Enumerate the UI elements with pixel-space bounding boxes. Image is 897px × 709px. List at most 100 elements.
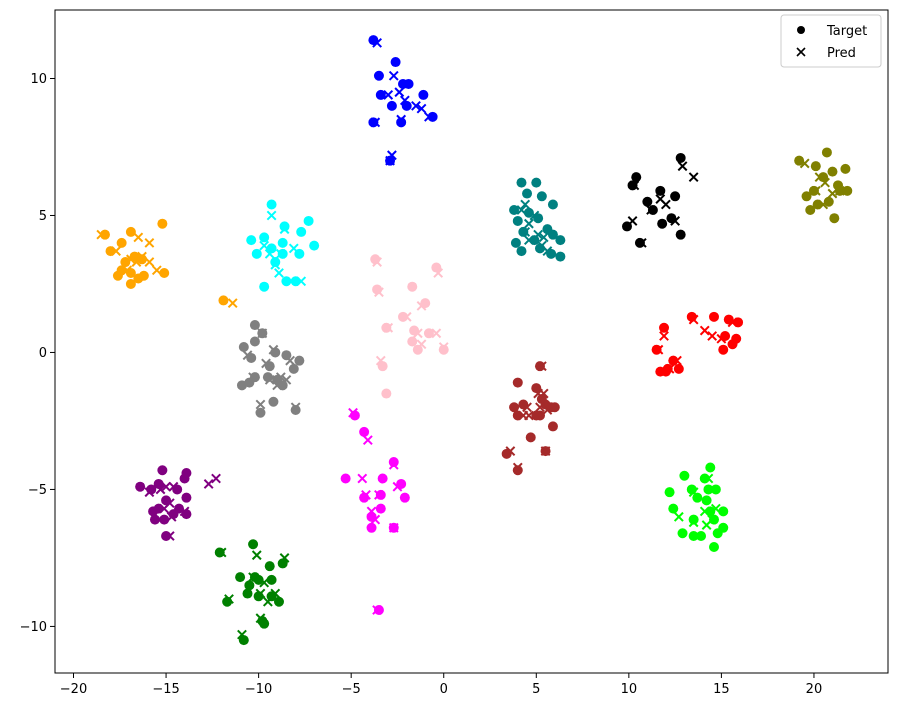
pred-point xyxy=(688,172,699,183)
target-point xyxy=(340,473,351,484)
target-point xyxy=(412,344,423,355)
pred-point xyxy=(653,344,664,355)
target-point xyxy=(821,147,832,158)
pred-point xyxy=(248,372,258,383)
target-point xyxy=(366,522,377,533)
target-point xyxy=(655,185,666,196)
pred-point xyxy=(370,514,381,525)
target-point xyxy=(705,462,716,473)
pred-point xyxy=(248,572,258,583)
pred-point xyxy=(536,361,547,372)
target-point xyxy=(375,489,386,500)
pred-point xyxy=(399,95,410,106)
series-11 xyxy=(340,407,410,615)
pred-point xyxy=(261,358,271,369)
target-point xyxy=(359,426,370,437)
pred-point xyxy=(288,243,299,254)
pred-point xyxy=(664,363,675,374)
pred-point xyxy=(255,588,266,599)
target-point xyxy=(259,232,270,243)
pred-point xyxy=(375,355,386,366)
target-point xyxy=(555,235,566,246)
pred-point xyxy=(699,506,710,517)
target-point xyxy=(157,465,168,476)
target-point xyxy=(368,117,379,128)
series-0 xyxy=(368,35,438,166)
series-5 xyxy=(246,199,320,292)
pred-point xyxy=(164,531,175,541)
target-point xyxy=(510,237,521,248)
pred-point xyxy=(438,342,449,352)
target-point xyxy=(675,229,686,240)
series-8 xyxy=(236,320,305,418)
pred-point xyxy=(144,237,155,248)
pred-point xyxy=(279,553,290,563)
pred-point xyxy=(251,550,262,561)
target-point xyxy=(710,484,721,495)
target-point xyxy=(253,574,264,585)
target-point xyxy=(664,487,675,498)
data-marks xyxy=(96,35,853,646)
target-point xyxy=(512,215,523,226)
pred-point xyxy=(392,481,403,492)
pred-point xyxy=(523,410,534,421)
pred-point xyxy=(281,374,292,385)
pred-point xyxy=(237,629,247,640)
target-point xyxy=(733,317,744,328)
pred-point xyxy=(272,380,283,391)
pred-point xyxy=(533,229,544,240)
pred-point xyxy=(416,339,427,350)
pred-point xyxy=(266,210,277,221)
target-point xyxy=(218,295,229,306)
pred-point xyxy=(799,158,810,169)
pred-point xyxy=(820,177,830,188)
pred-point xyxy=(216,547,227,558)
target-point xyxy=(373,70,384,81)
pred-point xyxy=(357,473,368,484)
target-point xyxy=(244,580,255,591)
pred-point xyxy=(688,487,699,498)
pred-point xyxy=(505,446,516,456)
pred-point xyxy=(179,506,190,517)
y-tick-label: −5 xyxy=(28,483,47,498)
target-point xyxy=(407,281,418,292)
x-tick-label: −20 xyxy=(60,682,87,697)
pred-point xyxy=(122,265,133,276)
target-point xyxy=(696,531,707,542)
legend-box xyxy=(780,14,882,68)
pred-point xyxy=(670,216,681,226)
target-point xyxy=(718,344,729,355)
target-point xyxy=(634,237,645,248)
target-point xyxy=(692,492,703,503)
target-point xyxy=(281,276,292,287)
target-point xyxy=(273,596,284,607)
pred-point xyxy=(523,218,534,229)
pred-point xyxy=(374,287,384,298)
pred-point xyxy=(296,276,307,287)
target-point xyxy=(840,163,851,174)
target-point xyxy=(381,322,392,333)
pred-point xyxy=(270,588,281,599)
series-7 xyxy=(370,254,449,399)
target-point xyxy=(512,410,523,421)
target-point xyxy=(708,514,719,525)
target-point xyxy=(279,221,290,232)
target-point xyxy=(259,618,270,629)
pred-point xyxy=(416,300,427,311)
target-point xyxy=(547,421,558,432)
target-point xyxy=(296,226,307,237)
target-point xyxy=(642,196,653,207)
pred-point xyxy=(716,333,727,344)
target-point xyxy=(288,363,299,374)
pred-point xyxy=(394,87,405,98)
pred-point xyxy=(810,185,821,196)
target-point xyxy=(407,336,418,347)
pred-point xyxy=(264,248,275,259)
pred-point xyxy=(677,161,688,172)
y-tick-label: 0 xyxy=(39,346,47,361)
pred-point xyxy=(370,117,381,128)
target-point xyxy=(255,407,266,418)
target-point xyxy=(214,547,225,558)
pred-point xyxy=(516,205,527,215)
pred-point xyxy=(211,473,221,484)
